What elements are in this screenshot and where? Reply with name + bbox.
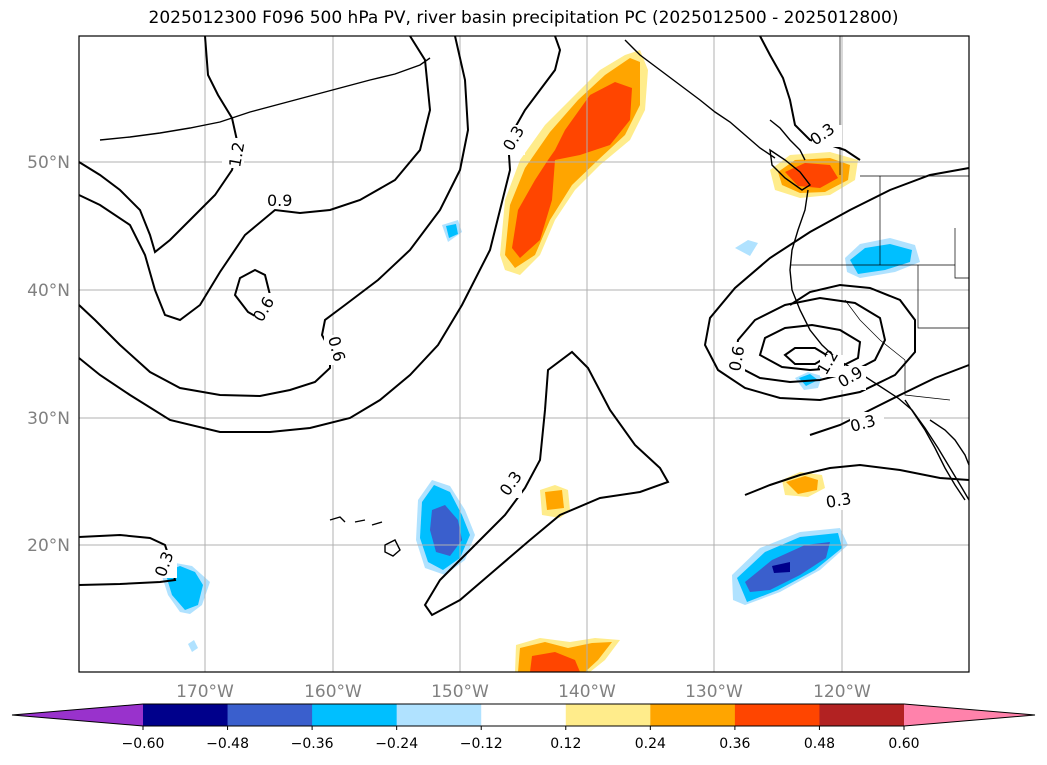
colorbar-tick-label: 0.24 xyxy=(635,736,666,752)
contour-0.9 xyxy=(78,35,432,322)
colorbar-segment xyxy=(227,704,313,726)
state-borders xyxy=(790,36,969,401)
colorbar: −0.60 −0.48 −0.36 −0.24 −0.12 0.12 0.24 0.36 0.4… xyxy=(11,703,1036,752)
precip-negative-oregon-mid xyxy=(850,244,912,274)
pv-contours xyxy=(78,35,970,617)
lon-label-120w: 120°W xyxy=(813,682,871,702)
coastlines xyxy=(99,39,970,557)
colorbar-extend-max xyxy=(904,704,1035,726)
contour-0.3-southeast xyxy=(744,463,970,496)
vancouver-island xyxy=(769,148,812,191)
colorbar-segment xyxy=(650,704,736,726)
precip-positive-bc-core xyxy=(785,163,838,188)
map-frame xyxy=(78,35,970,673)
lat-label-40n: 40°N xyxy=(27,281,70,301)
gulf-coast xyxy=(929,419,970,466)
baja-california xyxy=(904,399,966,501)
aleutian-islands xyxy=(99,57,431,141)
colorbar-tick-label: −0.12 xyxy=(460,736,503,752)
colorbar-tick-label: −0.24 xyxy=(375,736,418,752)
colorbar-segment xyxy=(143,704,229,726)
lat-labels: 50°N 40°N 30°N 20°N xyxy=(27,153,70,556)
precip-positive-small-2b xyxy=(786,476,818,494)
contour-1.2-low xyxy=(758,323,862,372)
contour-label-8: 0.6 xyxy=(725,344,748,372)
colorbar-segment xyxy=(734,704,820,726)
colorbar-extend-min xyxy=(12,704,143,726)
lon-label-160w: 160°W xyxy=(304,682,362,702)
lat-label-30n: 30°N xyxy=(27,409,70,429)
lon-label-140w: 140°W xyxy=(558,682,616,702)
contour-0.3-low-outer xyxy=(809,364,970,436)
precip-negative-tiny xyxy=(188,640,198,652)
contour-label-12: 0.3 xyxy=(824,489,852,512)
map-title: 2025012300 F096 500 hPa PV, river basin … xyxy=(148,8,899,28)
colorbar-tick-label: 0.36 xyxy=(719,736,750,752)
colorbar-segment xyxy=(565,704,651,726)
bc-coast xyxy=(769,119,806,161)
colorbar-segment xyxy=(396,704,482,726)
colorbar-tick-label: 0.12 xyxy=(550,736,581,752)
colorbar-tick-label: −0.60 xyxy=(122,736,165,752)
lat-label-20n: 20°N xyxy=(27,536,70,556)
precip-negative-se-deep xyxy=(772,562,790,573)
lon-labels: 170°W 160°W 150°W 140°W 130°W 120°W xyxy=(176,682,871,702)
lon-label-150w: 150°W xyxy=(431,682,489,702)
colorbar-tick-label: −0.36 xyxy=(291,736,334,752)
colorbar-tick-label: 0.48 xyxy=(804,736,835,752)
contour-0.6-west xyxy=(78,35,470,398)
precip-positive-small-1b xyxy=(545,490,564,510)
precip-negative-hawaii-core xyxy=(430,505,462,556)
colorbar-segment xyxy=(312,704,398,726)
precip-negative-small-1b xyxy=(446,224,458,238)
contour-label-2: 0.9 xyxy=(267,191,292,210)
contour-0.3-southwest xyxy=(78,35,562,433)
lat-label-50n: 50°N xyxy=(27,153,70,173)
colorbar-tick-label: −0.48 xyxy=(206,736,249,752)
precip-positive-south-core xyxy=(530,652,580,672)
colorbar-tick-label: 0.60 xyxy=(888,736,919,752)
colorbar-segment xyxy=(481,704,567,726)
precip-positive-band-core xyxy=(512,82,632,258)
lon-label-170w: 170°W xyxy=(176,682,234,702)
contour-0.9-low xyxy=(733,296,887,384)
precip-negative-small-2 xyxy=(735,240,758,256)
alaska-coast xyxy=(624,39,776,159)
colorbar-segment xyxy=(819,704,905,726)
contour-0.3-tongue xyxy=(423,350,670,617)
contour-1.2-west xyxy=(78,35,240,254)
us-west-coast xyxy=(789,189,970,501)
hawaii xyxy=(329,516,401,557)
contour-0.3-bc xyxy=(759,35,861,161)
contour-0.6-low xyxy=(703,167,970,402)
contour-label-1: 1.2 xyxy=(225,140,248,168)
precip-shading xyxy=(160,50,920,672)
lon-label-130w: 130°W xyxy=(685,682,743,702)
